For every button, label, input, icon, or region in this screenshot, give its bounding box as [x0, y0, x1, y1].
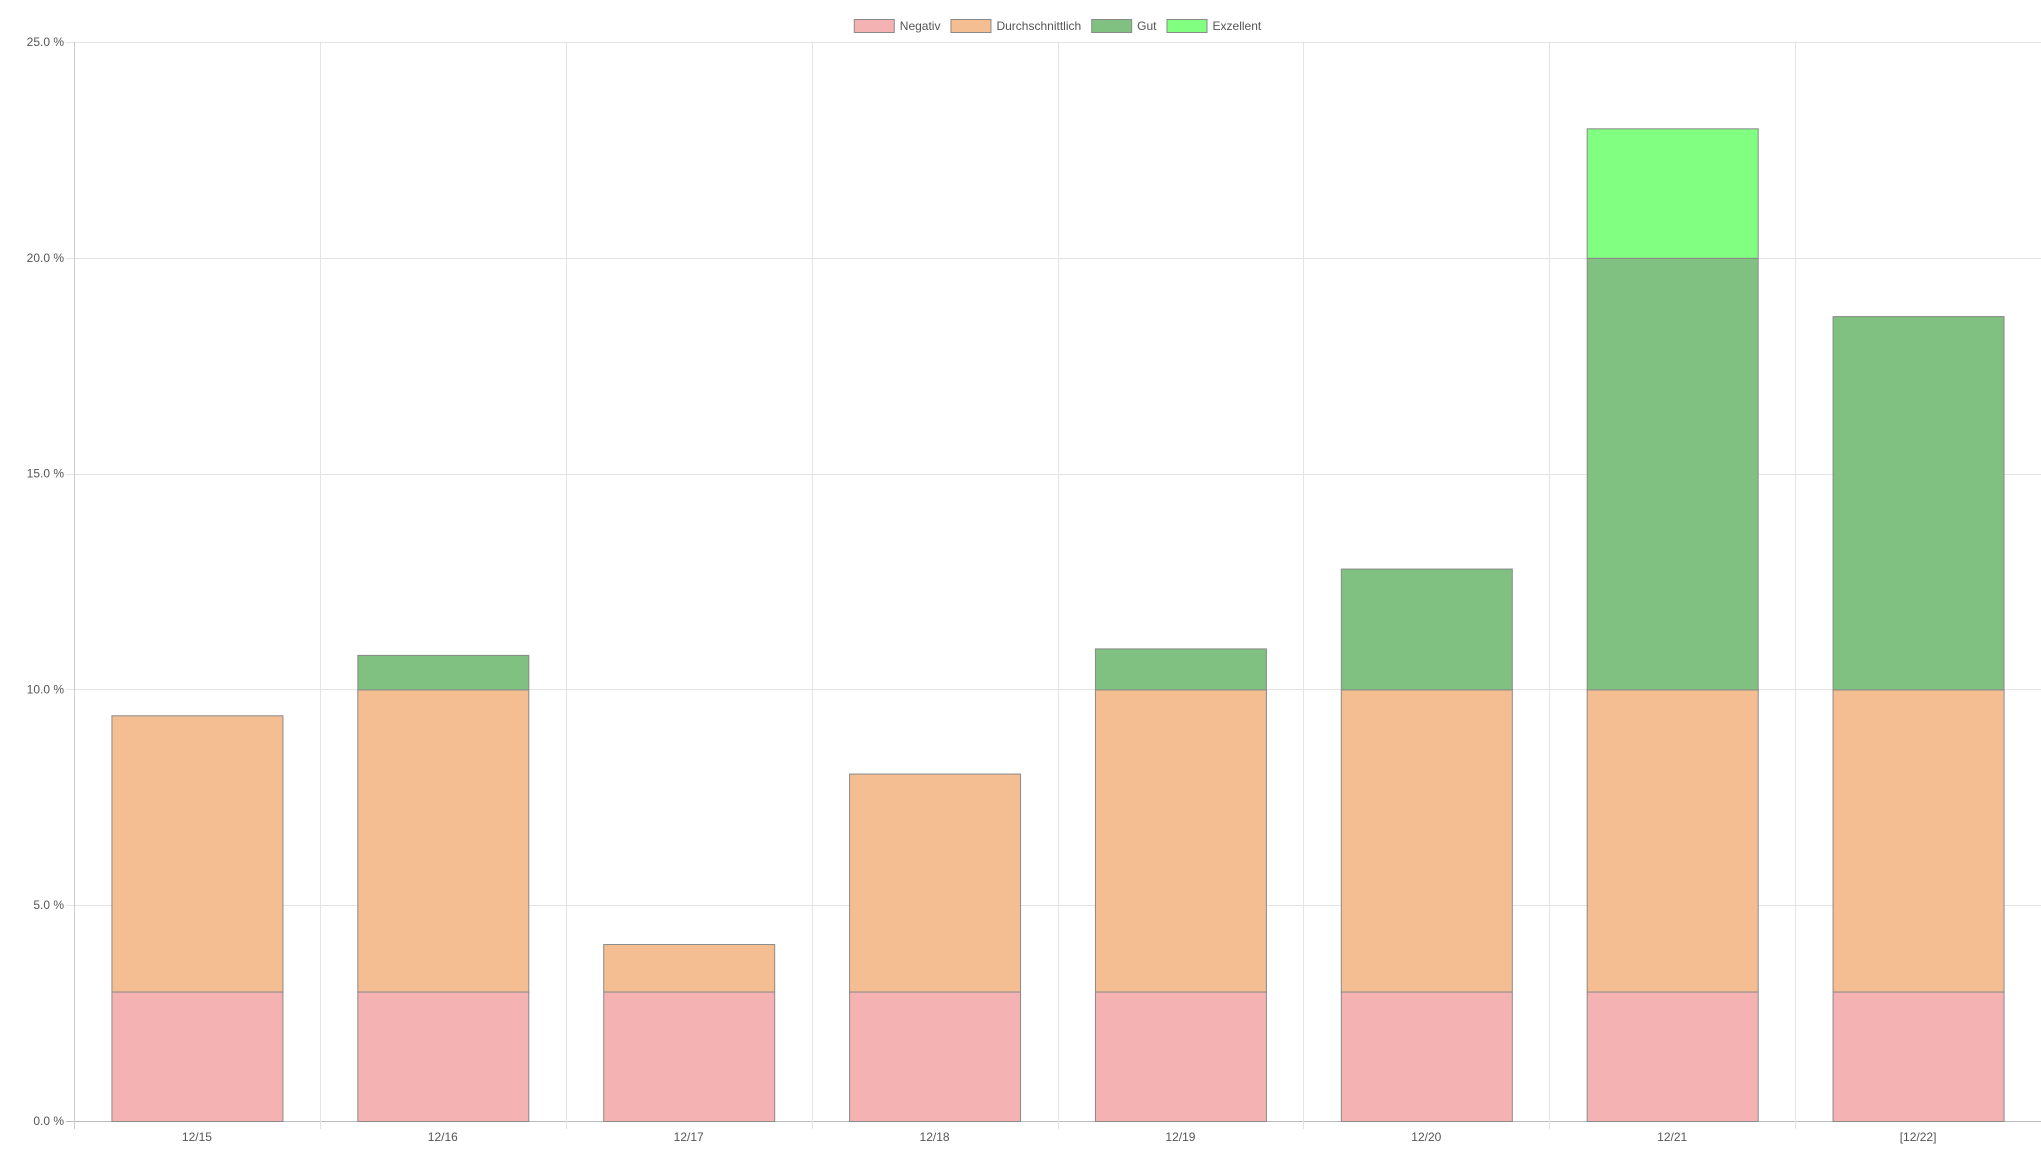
bar-segment-durchschnittlich[interactable]	[111, 715, 284, 993]
y-tick-label: 0.0 %	[33, 1114, 64, 1128]
bar-segment-gut[interactable]	[1832, 316, 2005, 691]
bar-segment-negativ[interactable]	[1340, 991, 1513, 1123]
bar-segment-gut[interactable]	[357, 654, 530, 691]
legend[interactable]: Negativ Durchschnittlich Gut Exzellent	[853, 19, 1262, 33]
legend-item-exzellent[interactable]: Exzellent	[1166, 19, 1262, 33]
bar-segment-gut[interactable]	[1586, 257, 1759, 691]
legend-label-gut: Gut	[1137, 19, 1157, 33]
bar-segment-durchschnittlich[interactable]	[1832, 689, 2005, 993]
legend-item-gut[interactable]: Gut	[1091, 19, 1158, 33]
x-tick-label: 12/19	[1165, 1130, 1195, 1144]
legend-swatch-negativ	[853, 19, 895, 33]
bars-layer	[111, 128, 2005, 1123]
y-tick-label: 25.0 %	[27, 35, 65, 49]
bar-segment-durchschnittlich[interactable]	[1094, 689, 1267, 993]
bar-segment-negativ[interactable]	[603, 991, 776, 1123]
legend-swatch-exzellent	[1166, 19, 1208, 33]
bar-segment-gut[interactable]	[1340, 568, 1513, 691]
grid-layer	[66, 42, 2041, 1129]
legend-label-exzellent: Exzellent	[1213, 19, 1262, 33]
x-tick-label: [12/22]	[1900, 1130, 1937, 1144]
x-tick-label: 12/18	[920, 1130, 950, 1144]
bar-segment-negativ[interactable]	[357, 991, 530, 1123]
bar-segment-negativ[interactable]	[111, 991, 284, 1123]
bar-segment-durchschnittlich[interactable]	[1340, 689, 1513, 993]
x-tick-label: 12/20	[1411, 1130, 1441, 1144]
legend-swatch-durchschnittlich	[950, 19, 992, 33]
y-tick-label: 20.0 %	[27, 251, 65, 265]
legend-swatch-gut	[1091, 19, 1133, 33]
bar-segment-negativ[interactable]	[1094, 991, 1267, 1123]
legend-label-negativ: Negativ	[900, 19, 941, 33]
bar-segment-negativ[interactable]	[849, 991, 1022, 1123]
bar-segment-negativ[interactable]	[1586, 991, 1759, 1123]
legend-item-negativ[interactable]: Negativ	[853, 19, 941, 33]
bar-segment-durchschnittlich[interactable]	[1586, 689, 1759, 993]
legend-label-durchschnittlich: Durchschnittlich	[996, 19, 1081, 33]
axis-layer: 0.0 % 5.0 % 10.0 % 15.0 % 20.0 % 25.0 % 12/15 1…	[27, 35, 1937, 1144]
x-tick-label: 12/16	[428, 1130, 458, 1144]
x-tick-label: 12/21	[1657, 1130, 1687, 1144]
bar-segment-durchschnittlich[interactable]	[849, 773, 1022, 993]
y-tick-label: 5.0 %	[33, 898, 64, 912]
legend-item-durchschnittlich[interactable]: Durchschnittlich	[950, 19, 1081, 33]
bar-segment-durchschnittlich[interactable]	[357, 689, 530, 993]
x-tick-label: 12/15	[182, 1130, 212, 1144]
y-tick-label: 15.0 %	[27, 467, 65, 481]
y-tick-label: 10.0 %	[27, 682, 65, 696]
bar-segment-gut[interactable]	[1094, 648, 1267, 691]
bar-segment-durchschnittlich[interactable]	[603, 944, 776, 993]
x-tick-label: 12/17	[674, 1130, 704, 1144]
bar-segment-exzellent[interactable]	[1586, 128, 1759, 259]
bar-segment-negativ[interactable]	[1832, 991, 2005, 1123]
